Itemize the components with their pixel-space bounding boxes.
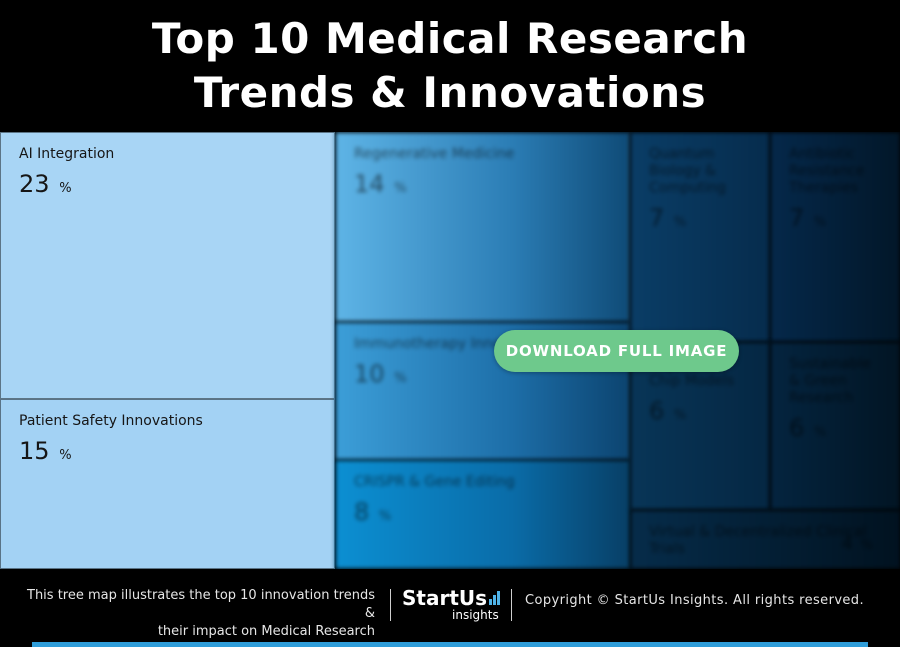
logo-brand: StartUs [402, 586, 488, 610]
tile-value: 23 % [19, 170, 72, 198]
tile-label: CRISPR & Gene Editing [354, 474, 515, 490]
tile-value: 15 % [19, 437, 72, 465]
treemap-tile-sustainable-research: Sustainable & Green Research 6 % [770, 342, 900, 510]
treemap-tile-patient-safety: Patient Safety Innovations 15 % [0, 399, 335, 569]
tile-label: Regenerative Medicine [354, 146, 515, 162]
footer: This tree map illustrates the top 10 inn… [0, 569, 900, 647]
page-title-line-1: Top 10 Medical Research [151, 14, 749, 63]
tile-value: 7 % [789, 204, 827, 232]
bar-chart-icon [489, 591, 501, 605]
tile-label: Quantum Biology & Computing [649, 146, 726, 196]
logo-sub: insights [452, 608, 499, 622]
tile-value: 4 % [841, 533, 873, 554]
tile-value: 6 % [649, 397, 687, 425]
tile-value: 14 % [354, 170, 407, 198]
treemap: AI Integration 23 % Patient Safety Innov… [0, 132, 900, 569]
treemap-tile-antibiotic-resistance: Antibiotic Resistance Therapies 7 % [770, 132, 900, 342]
tile-label: Virtual & Decentralized Clinical Trials [649, 524, 867, 557]
page-title-line-2: Trends & Innovations [193, 68, 707, 117]
footer-divider [511, 589, 512, 621]
page-header: Top 10 Medical Research Trends & Innovat… [0, 0, 900, 132]
tile-label: Sustainable & Green Research [789, 356, 871, 406]
treemap-tile-ai-integration: AI Integration 23 % [0, 132, 335, 399]
download-full-image-button[interactable]: DOWNLOAD FULL IMAGE [494, 330, 739, 372]
footer-description-line-1: This tree map illustrates the top 10 inn… [27, 588, 375, 621]
footer-description: This tree map illustrates the top 10 inn… [15, 587, 375, 641]
tile-label: Antibiotic Resistance Therapies [789, 146, 865, 196]
treemap-tile-quantum-biology: Quantum Biology & Computing 7 % [630, 132, 770, 342]
footer-description-line-2: their impact on Medical Research [157, 624, 375, 639]
footer-divider [390, 589, 391, 621]
treemap-tile-virtual-trials: Virtual & Decentralized Clinical Trials … [630, 510, 900, 569]
tile-label: AI Integration [19, 146, 115, 162]
copyright-text: Copyright © StartUs Insights. All rights… [525, 593, 864, 608]
startus-insights-logo[interactable]: StartUs insights [402, 587, 502, 627]
tile-value: 7 % [649, 204, 687, 232]
bottom-accent-bar [32, 642, 868, 647]
treemap-tile-crispr: CRISPR & Gene Editing 8 % [335, 460, 630, 569]
tile-value: 6 % [789, 414, 827, 442]
tile-value: 8 % [354, 498, 392, 526]
tile-label: Patient Safety Innovations [19, 413, 203, 429]
tile-value: 10 % [354, 360, 407, 388]
treemap-tile-regenerative-medicine: Regenerative Medicine 14 % [335, 132, 630, 322]
